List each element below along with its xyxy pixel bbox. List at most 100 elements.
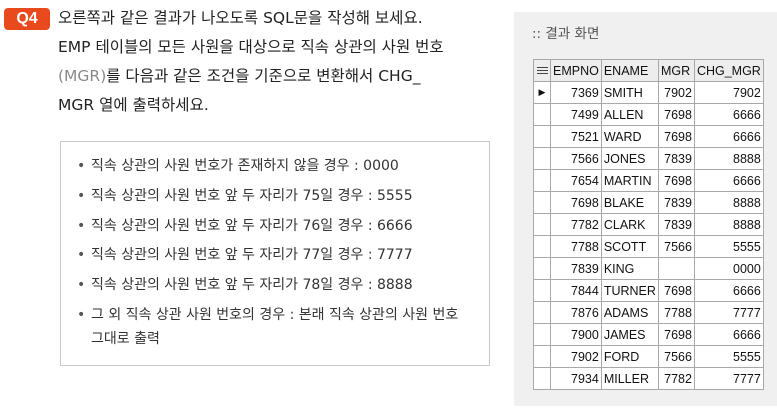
table-row[interactable]: 7844 TURNER 7698 6666	[533, 279, 764, 302]
cell-mgr[interactable]	[657, 257, 695, 280]
cell-empno[interactable]: 7839	[550, 257, 602, 280]
table-row[interactable]: 7902 FORD 7566 5555	[533, 345, 764, 368]
cell-ename[interactable]: KING	[600, 257, 659, 280]
cell-ename[interactable]: WARD	[600, 125, 659, 148]
cell-ename[interactable]: CLARK	[600, 213, 659, 236]
row-indicator[interactable]	[533, 257, 551, 280]
cell-chg-mgr[interactable]: 6666	[693, 323, 764, 346]
cell-ename[interactable]: JAMES	[600, 323, 659, 346]
cell-mgr[interactable]: 7698	[657, 169, 695, 192]
table-row[interactable]: 7839 KING 0000	[533, 257, 764, 280]
row-indicator[interactable]	[533, 213, 551, 236]
table-row[interactable]: 7521 WARD 7698 6666	[533, 125, 764, 148]
cell-ename[interactable]: ADAMS	[600, 301, 659, 324]
cell-empno[interactable]: 7788	[550, 235, 602, 258]
cell-ename[interactable]: JONES	[600, 147, 659, 170]
cell-mgr[interactable]: 7782	[657, 367, 695, 390]
table-row[interactable]: 7698 BLAKE 7839 8888	[533, 191, 764, 214]
row-indicator[interactable]	[533, 235, 551, 258]
cell-ename[interactable]: FORD	[600, 345, 659, 368]
row-indicator[interactable]	[533, 301, 551, 324]
table-row[interactable]: 7934 MILLER 7782 7777	[533, 367, 764, 390]
cell-empno[interactable]: 7521	[550, 125, 602, 148]
conditions-box: 직속 상관의 사원 번호가 존재하지 않을 경우 : 0000 직속 상관의 사…	[60, 141, 490, 366]
row-indicator[interactable]	[533, 169, 551, 192]
cell-ename[interactable]: SCOTT	[600, 235, 659, 258]
grid-menu-icon[interactable]	[533, 59, 551, 82]
cell-chg-mgr[interactable]: 6666	[693, 103, 764, 126]
column-header-ename[interactable]: ENAME	[600, 59, 659, 82]
table-row[interactable]: 7654 MARTIN 7698 6666	[533, 169, 764, 192]
condition-item: 직속 상관의 사원 번호 앞 두 자리가 78일 경우 : 8888	[77, 273, 489, 297]
row-indicator[interactable]	[533, 367, 551, 390]
cell-chg-mgr[interactable]: 0000	[693, 257, 764, 280]
cell-mgr[interactable]: 7902	[657, 81, 695, 104]
table-row[interactable]: 7876 ADAMS 7788 7777	[533, 301, 764, 324]
table-row[interactable]: 7900 JAMES 7698 6666	[533, 323, 764, 346]
row-indicator[interactable]	[533, 103, 551, 126]
row-indicator[interactable]	[533, 345, 551, 368]
row-indicator[interactable]	[533, 323, 551, 346]
condition-item: 직속 상관의 사원 번호 앞 두 자리가 76일 경우 : 6666	[77, 214, 489, 238]
column-header-empno[interactable]: EMPNO	[550, 59, 602, 82]
table-row[interactable]: ▶ 7369 SMITH 7902 7902	[533, 81, 764, 104]
cell-chg-mgr[interactable]: 7777	[693, 301, 764, 324]
table-row[interactable]: 7566 JONES 7839 8888	[533, 147, 764, 170]
cell-chg-mgr[interactable]: 5555	[693, 235, 764, 258]
question-line-3: (MGR)를 다음과 같은 조건을 기준으로 변환해서 CHG_	[58, 62, 498, 91]
cell-ename[interactable]: MILLER	[600, 367, 659, 390]
cell-ename[interactable]: ALLEN	[600, 103, 659, 126]
grid-header-row: EMPNO ENAME MGR CHG_MGR	[533, 59, 764, 82]
cell-chg-mgr[interactable]: 7902	[693, 81, 764, 104]
cell-chg-mgr[interactable]: 7777	[693, 367, 764, 390]
cell-empno[interactable]: 7566	[550, 147, 602, 170]
question-line-1: 오른쪽과 같은 결과가 나오도록 SQL문을 작성해 보세요.	[58, 9, 423, 27]
question-number-badge: Q4	[4, 8, 50, 30]
column-header-chg-mgr[interactable]: CHG_MGR	[693, 59, 764, 82]
cell-chg-mgr[interactable]: 8888	[693, 191, 764, 214]
cell-empno[interactable]: 7934	[550, 367, 602, 390]
cell-chg-mgr[interactable]: 8888	[693, 213, 764, 236]
cell-mgr[interactable]: 7566	[657, 345, 695, 368]
cell-mgr[interactable]: 7698	[657, 279, 695, 302]
cell-empno[interactable]: 7698	[550, 191, 602, 214]
table-row[interactable]: 7499 ALLEN 7698 6666	[533, 103, 764, 126]
cell-mgr[interactable]: 7566	[657, 235, 695, 258]
cell-empno[interactable]: 7782	[550, 213, 602, 236]
row-indicator[interactable]	[533, 279, 551, 302]
cell-mgr[interactable]: 7839	[657, 147, 695, 170]
column-header-mgr[interactable]: MGR	[657, 59, 695, 82]
cell-mgr[interactable]: 7788	[657, 301, 695, 324]
cell-ename[interactable]: MARTIN	[600, 169, 659, 192]
row-indicator[interactable]	[533, 147, 551, 170]
cell-chg-mgr[interactable]: 6666	[693, 279, 764, 302]
question-line-2: EMP 테이블의 모든 사원을 대상으로 직속 상관의 사원 번호	[58, 38, 444, 56]
cell-mgr[interactable]: 7839	[657, 191, 695, 214]
cell-empno[interactable]: 7876	[550, 301, 602, 324]
cell-empno[interactable]: 7369	[550, 81, 602, 104]
cell-mgr[interactable]: 7698	[657, 125, 695, 148]
current-row-indicator[interactable]: ▶	[533, 81, 551, 104]
table-row[interactable]: 7782 CLARK 7839 8888	[533, 213, 764, 236]
result-title: :: 결과 화면	[532, 26, 600, 42]
cell-chg-mgr[interactable]: 6666	[693, 169, 764, 192]
row-indicator[interactable]	[533, 191, 551, 214]
cell-empno[interactable]: 7654	[550, 169, 602, 192]
question-line-4: MGR 열에 출력하세요.	[58, 96, 209, 114]
cell-empno[interactable]: 7499	[550, 103, 602, 126]
cell-mgr[interactable]: 7698	[657, 103, 695, 126]
cell-empno[interactable]: 7900	[550, 323, 602, 346]
table-row[interactable]: 7788 SCOTT 7566 5555	[533, 235, 764, 258]
cell-mgr[interactable]: 7839	[657, 213, 695, 236]
cell-chg-mgr[interactable]: 6666	[693, 125, 764, 148]
cell-chg-mgr[interactable]: 8888	[693, 147, 764, 170]
cell-ename[interactable]: SMITH	[600, 81, 659, 104]
condition-item: 직속 상관의 사원 번호 앞 두 자리가 77일 경우 : 7777	[77, 243, 489, 267]
cell-ename[interactable]: TURNER	[600, 279, 659, 302]
cell-ename[interactable]: BLAKE	[600, 191, 659, 214]
cell-empno[interactable]: 7844	[550, 279, 602, 302]
cell-chg-mgr[interactable]: 5555	[693, 345, 764, 368]
cell-mgr[interactable]: 7698	[657, 323, 695, 346]
row-indicator[interactable]	[533, 125, 551, 148]
cell-empno[interactable]: 7902	[550, 345, 602, 368]
